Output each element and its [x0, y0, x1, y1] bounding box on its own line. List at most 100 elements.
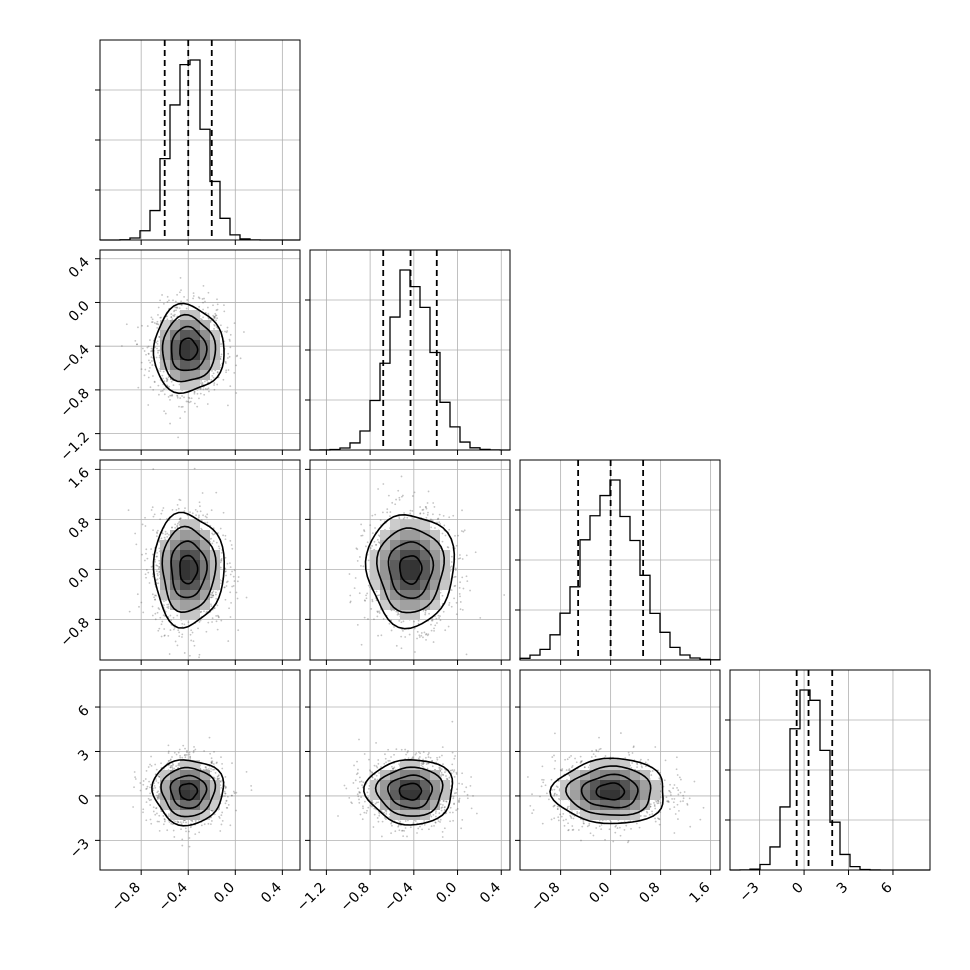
- panel-frame: [309, 249, 511, 451]
- sample-point: [157, 796, 160, 798]
- sample-point: [178, 405, 180, 408]
- sample-point: [220, 579, 223, 582]
- sample-point: [156, 555, 159, 558]
- sample-point: [189, 756, 192, 759]
- sample-point: [403, 512, 405, 514]
- sample-point: [209, 593, 212, 596]
- panel-frame: [99, 249, 301, 451]
- sample-point: [438, 513, 441, 516]
- sample-point: [230, 602, 232, 604]
- sample-point: [216, 303, 219, 306]
- sample-point: [211, 591, 214, 594]
- sample-point: [189, 633, 192, 636]
- sample-point: [175, 306, 178, 309]
- sample-point: [211, 532, 214, 535]
- sample-point: [158, 792, 161, 795]
- sample-point: [181, 395, 183, 397]
- sample-point: [199, 505, 201, 508]
- sample-point: [184, 756, 187, 759]
- sample-point: [212, 594, 215, 597]
- histogram-0: [99, 59, 300, 241]
- sample-point: [176, 394, 178, 397]
- sample-point: [159, 299, 161, 302]
- sample-point: [224, 330, 226, 333]
- sample-point: [128, 610, 131, 613]
- sample-point: [427, 633, 430, 636]
- sample-point: [193, 467, 196, 470]
- density-cell: [200, 550, 210, 560]
- sample-point: [169, 758, 172, 761]
- sample-point: [214, 591, 217, 594]
- sample-point: [219, 358, 222, 361]
- sample-point: [367, 618, 369, 620]
- sample-point: [349, 600, 352, 603]
- sample-point: [382, 483, 385, 485]
- sample-point: [205, 516, 208, 519]
- sample-point: [190, 639, 193, 642]
- sample-point: [169, 422, 171, 425]
- sample-point: [212, 533, 215, 536]
- sample-point: [179, 276, 182, 279]
- contour-level-3: [152, 302, 225, 395]
- sample-point: [398, 496, 401, 499]
- sample-point: [161, 532, 164, 535]
- density-cell: [420, 560, 430, 570]
- sample-point: [156, 320, 159, 323]
- sample-point: [391, 501, 394, 504]
- sample-point: [213, 388, 216, 391]
- density-cell: [430, 530, 440, 540]
- sample-point: [225, 585, 228, 587]
- sample-point: [146, 346, 149, 349]
- y-tick-label: 0.4: [66, 254, 93, 281]
- sample-point: [154, 560, 156, 563]
- sample-point: [140, 601, 143, 604]
- sample-point: [176, 395, 179, 398]
- sample-point: [425, 639, 427, 641]
- sample-point: [167, 605, 170, 608]
- sample-point: [213, 384, 215, 386]
- sample-point: [153, 785, 156, 787]
- sample-point: [219, 561, 222, 564]
- histogram-2: [519, 479, 721, 661]
- sample-point: [171, 526, 173, 529]
- sample-point: [178, 383, 181, 386]
- sample-point: [426, 502, 429, 504]
- density-cell: [390, 590, 400, 600]
- sample-point: [425, 506, 427, 509]
- sample-point: [431, 519, 434, 522]
- sample-point: [379, 519, 382, 521]
- sample-point: [363, 530, 366, 533]
- density-cell: [410, 540, 420, 550]
- sample-point: [177, 629, 180, 632]
- sample-point: [198, 656, 200, 659]
- density-cell: [380, 600, 390, 610]
- sample-point: [427, 490, 430, 493]
- sample-point: [432, 513, 434, 516]
- sample-point: [167, 603, 170, 606]
- sample-point: [156, 798, 159, 800]
- sample-point: [180, 289, 182, 292]
- sample-point: [158, 570, 161, 573]
- sample-point: [398, 517, 401, 520]
- contour-level-0: [179, 337, 199, 361]
- sample-point: [205, 630, 208, 633]
- sample-point: [210, 378, 213, 381]
- contour-level-3: [152, 511, 226, 629]
- density-cell: [440, 560, 450, 570]
- sample-point: [224, 362, 227, 364]
- sample-point: [168, 299, 170, 302]
- sample-point: [203, 823, 206, 826]
- sample-point: [211, 596, 214, 599]
- sample-point: [189, 400, 192, 403]
- density-cell: [190, 610, 200, 620]
- density-cell: [180, 530, 190, 540]
- sample-point: [155, 322, 158, 325]
- sample-point: [414, 651, 416, 653]
- sample-point: [224, 556, 227, 559]
- sample-point: [183, 396, 185, 399]
- sample-point: [423, 631, 426, 634]
- sample-point: [220, 557, 223, 560]
- sample-point: [221, 819, 224, 822]
- sample-point: [141, 324, 143, 327]
- sample-point: [151, 553, 154, 556]
